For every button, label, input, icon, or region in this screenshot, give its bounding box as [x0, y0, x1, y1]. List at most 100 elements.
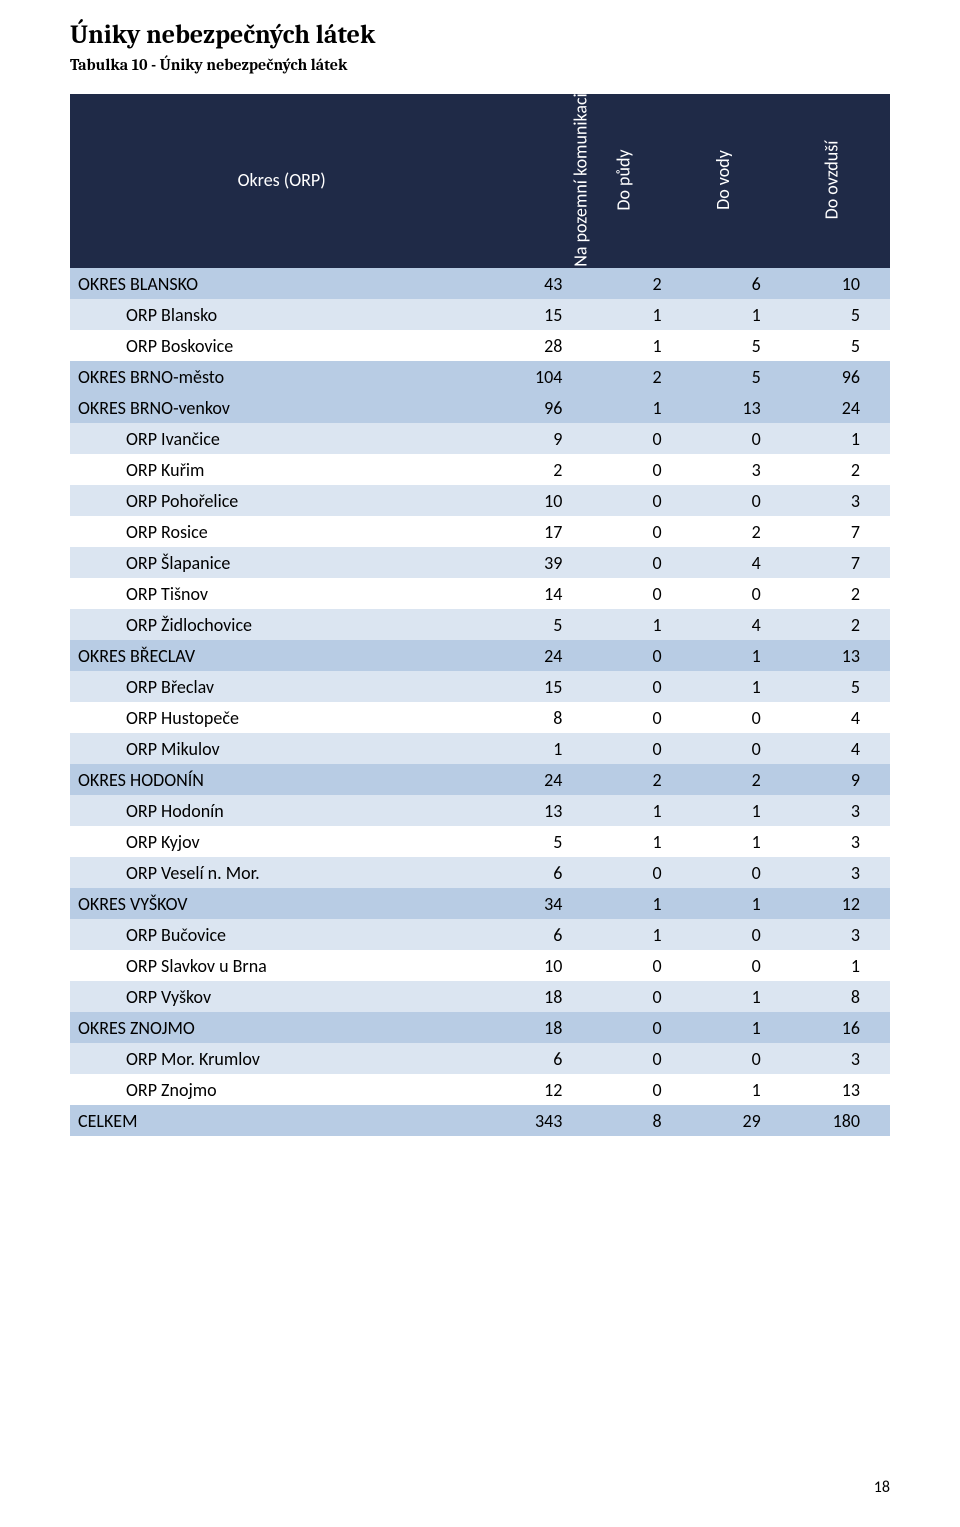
row-value: 24 [791, 392, 890, 423]
table-row: ORP Tišnov14002 [70, 578, 890, 609]
row-value: 8 [791, 981, 890, 1012]
row-value: 43 [493, 267, 592, 299]
row-value: 1 [592, 609, 691, 640]
row-value: 0 [692, 578, 791, 609]
row-value: 2 [791, 578, 890, 609]
row-value: 2 [592, 361, 691, 392]
row-value: 0 [692, 485, 791, 516]
row-value: 0 [692, 702, 791, 733]
row-value: 2 [592, 267, 691, 299]
row-value: 1 [692, 640, 791, 671]
row-value: 343 [493, 1105, 592, 1136]
row-name: ORP Slavkov u Brna [70, 950, 493, 981]
row-value: 5 [791, 330, 890, 361]
table-row: ORP Vyškov18018 [70, 981, 890, 1012]
row-value: 0 [692, 919, 791, 950]
table-row: OKRES BRNO-venkov9611324 [70, 392, 890, 423]
row-value: 34 [493, 888, 592, 919]
header-col-1: Do půdy [592, 94, 691, 267]
row-value: 5 [692, 361, 791, 392]
row-value: 29 [692, 1105, 791, 1136]
row-value: 6 [493, 919, 592, 950]
row-value: 0 [592, 547, 691, 578]
table-body: OKRES BLANSKO432610ORP Blansko15115ORP B… [70, 267, 890, 1136]
row-value: 12 [493, 1074, 592, 1105]
row-value: 13 [493, 795, 592, 826]
row-name: ORP Židlochovice [70, 609, 493, 640]
row-name: CELKEM [70, 1105, 493, 1136]
row-value: 3 [791, 1043, 890, 1074]
row-value: 1 [692, 795, 791, 826]
row-value: 0 [592, 485, 691, 516]
row-name: ORP Bučovice [70, 919, 493, 950]
row-value: 3 [791, 795, 890, 826]
row-value: 3 [791, 485, 890, 516]
table-row: ORP Pohořelice10003 [70, 485, 890, 516]
row-name: ORP Znojmo [70, 1074, 493, 1105]
data-table: Okres (ORP) Na pozemní komunikaci Do půd… [70, 94, 890, 1136]
row-value: 5 [791, 299, 890, 330]
row-value: 18 [493, 1012, 592, 1043]
table-row: ORP Mikulov1004 [70, 733, 890, 764]
row-value: 7 [791, 547, 890, 578]
row-value: 104 [493, 361, 592, 392]
row-value: 0 [592, 1012, 691, 1043]
row-name: ORP Hustopeče [70, 702, 493, 733]
row-value: 4 [692, 547, 791, 578]
row-value: 2 [692, 516, 791, 547]
row-name: ORP Hodonín [70, 795, 493, 826]
table-row: ORP Kuřim2032 [70, 454, 890, 485]
row-name: ORP Boskovice [70, 330, 493, 361]
row-value: 0 [692, 733, 791, 764]
table-row: ORP Mor. Krumlov6003 [70, 1043, 890, 1074]
row-value: 4 [692, 609, 791, 640]
table-header-row: Okres (ORP) Na pozemní komunikaci Do půd… [70, 94, 890, 267]
row-value: 13 [791, 640, 890, 671]
row-name: ORP Vyškov [70, 981, 493, 1012]
row-value: 0 [592, 516, 691, 547]
row-value: 13 [791, 1074, 890, 1105]
table-row: OKRES HODONÍN24229 [70, 764, 890, 795]
row-value: 16 [791, 1012, 890, 1043]
row-name: OKRES BŘECLAV [70, 640, 493, 671]
row-value: 6 [493, 857, 592, 888]
header-col-2-label: Do vody [711, 150, 733, 210]
row-name: ORP Tišnov [70, 578, 493, 609]
table-row: OKRES BŘECLAV240113 [70, 640, 890, 671]
row-value: 1 [692, 981, 791, 1012]
row-name: OKRES BRNO-město [70, 361, 493, 392]
row-value: 0 [692, 950, 791, 981]
table-row: ORP Židlochovice5142 [70, 609, 890, 640]
row-value: 0 [692, 423, 791, 454]
table-row: ORP Veselí n. Mor.6003 [70, 857, 890, 888]
row-value: 8 [493, 702, 592, 733]
row-value: 1 [592, 919, 691, 950]
table-row: OKRES VYŠKOV341112 [70, 888, 890, 919]
row-value: 0 [592, 733, 691, 764]
page: Úniky nebezpečných látek Tabulka 10 - Ún… [0, 0, 960, 1527]
header-col-0-label: Na pozemní komunikaci [570, 93, 592, 266]
row-value: 1 [692, 671, 791, 702]
row-name: ORP Šlapanice [70, 547, 493, 578]
row-value: 96 [791, 361, 890, 392]
row-value: 4 [791, 702, 890, 733]
row-value: 1 [791, 950, 890, 981]
row-value: 10 [493, 485, 592, 516]
row-value: 5 [692, 330, 791, 361]
row-value: 3 [791, 857, 890, 888]
row-value: 0 [692, 857, 791, 888]
row-value: 12 [791, 888, 890, 919]
row-value: 10 [791, 267, 890, 299]
table-row: ORP Kyjov5113 [70, 826, 890, 857]
row-value: 1 [592, 299, 691, 330]
row-value: 1 [592, 392, 691, 423]
table-row: ORP Šlapanice39047 [70, 547, 890, 578]
row-name: OKRES VYŠKOV [70, 888, 493, 919]
row-value: 2 [791, 609, 890, 640]
table-row: ORP Břeclav15015 [70, 671, 890, 702]
row-value: 5 [791, 671, 890, 702]
row-value: 0 [592, 578, 691, 609]
table-row: ORP Rosice17027 [70, 516, 890, 547]
row-value: 28 [493, 330, 592, 361]
table-row: ORP Blansko15115 [70, 299, 890, 330]
